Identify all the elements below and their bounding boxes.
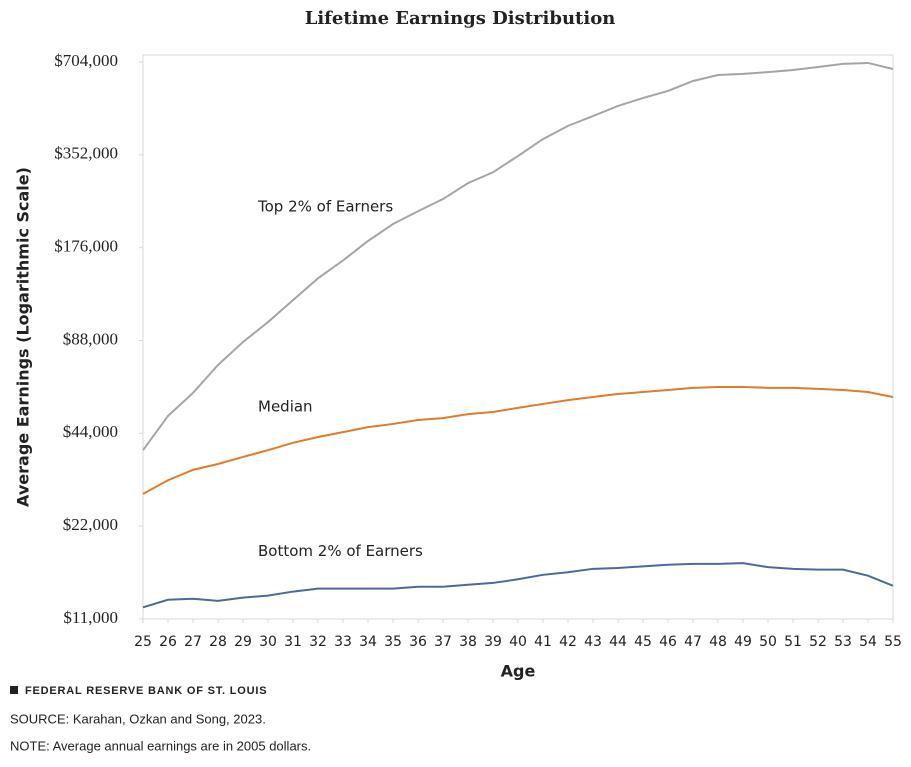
- x-axis-label: Age: [501, 662, 536, 681]
- x-tick-label: 47: [684, 634, 702, 650]
- branding: FEDERAL RESERVE BANK OF ST. LOUIS: [25, 685, 267, 697]
- x-tick-label: 32: [309, 634, 327, 650]
- x-tick-label: 44: [609, 634, 627, 650]
- series-line: [142, 385, 894, 495]
- note: NOTE: Average annual earnings are in 200…: [10, 738, 311, 753]
- plot-frame: [142, 54, 894, 620]
- x-tick-label: 28: [209, 634, 227, 650]
- x-tick-label: 26: [159, 634, 177, 650]
- y-tick-label: $704,000: [54, 51, 118, 70]
- x-tick-label: 54: [859, 634, 877, 650]
- y-tick-label: $88,000: [63, 329, 118, 348]
- x-tick-label: 37: [434, 634, 452, 650]
- x-tick-label: 29: [234, 634, 252, 650]
- y-tick-label: $22,000: [63, 515, 118, 534]
- x-tick-label: 48: [709, 634, 727, 650]
- x-tick-label: 51: [784, 634, 802, 650]
- x-tick-label: 35: [384, 634, 402, 650]
- x-tick-label: 38: [459, 634, 477, 650]
- chart-title: Lifetime Earnings Distribution: [305, 8, 616, 29]
- x-tick-label: 27: [184, 634, 202, 650]
- series-line: [142, 562, 894, 609]
- x-tick-label: 41: [534, 634, 552, 650]
- x-tick-label: 53: [834, 634, 852, 650]
- x-tick-label: 42: [559, 634, 577, 650]
- x-tick-label: 31: [284, 634, 302, 650]
- x-tick-label: 46: [659, 634, 677, 650]
- series-line: [142, 61, 894, 451]
- y-tick-label: $352,000: [54, 144, 118, 163]
- x-tick-label: 33: [334, 634, 352, 650]
- y-tick-label: $44,000: [63, 422, 118, 441]
- x-tick-label: 36: [409, 634, 427, 650]
- y-tick-label: $176,000: [54, 237, 118, 256]
- x-tick-label: 50: [759, 634, 777, 650]
- series-label: Top 2% of Earners: [257, 198, 393, 216]
- x-tick-label: 30: [259, 634, 277, 650]
- x-tick-label: 43: [584, 634, 602, 650]
- x-tick-label: 45: [634, 634, 652, 650]
- x-tick-label: 49: [734, 634, 752, 650]
- x-tick-label: 40: [509, 634, 527, 650]
- series-label: Bottom 2% of Earners: [258, 542, 423, 560]
- x-tick-label: 34: [359, 634, 377, 650]
- x-tick-label: 39: [484, 634, 502, 650]
- x-tick-label: 55: [884, 634, 902, 650]
- source: SOURCE: Karahan, Ozkan and Song, 2023.: [10, 711, 266, 726]
- x-tick-label: 25: [134, 634, 152, 650]
- y-axis-label: Average Earnings (Logarithmic Scale): [14, 167, 33, 507]
- y-tick-label: $11,000: [63, 608, 118, 627]
- brand-icon: [10, 686, 18, 694]
- x-tick-label: 52: [809, 634, 827, 650]
- series-label: Median: [258, 397, 313, 415]
